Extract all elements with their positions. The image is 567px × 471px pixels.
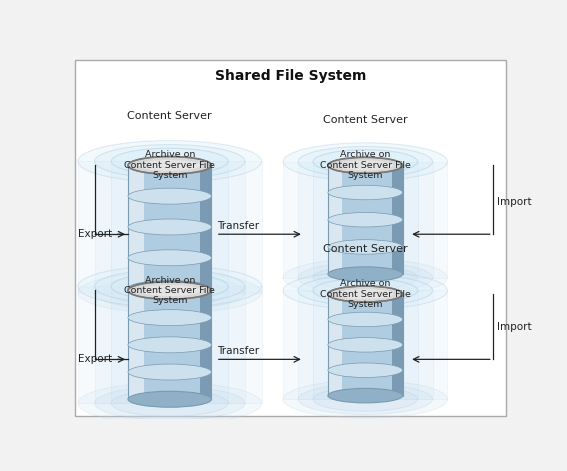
Ellipse shape (328, 185, 403, 200)
Ellipse shape (128, 391, 211, 407)
Ellipse shape (78, 140, 261, 182)
Polygon shape (128, 291, 211, 399)
Ellipse shape (95, 276, 245, 309)
Ellipse shape (128, 188, 211, 204)
Polygon shape (298, 291, 433, 399)
Polygon shape (298, 162, 433, 278)
Text: Content Server: Content Server (323, 244, 408, 254)
Text: Import: Import (497, 322, 532, 332)
Polygon shape (328, 294, 403, 396)
Ellipse shape (128, 281, 211, 297)
Polygon shape (78, 162, 261, 292)
Ellipse shape (128, 364, 211, 380)
Ellipse shape (328, 240, 403, 254)
Ellipse shape (128, 250, 211, 266)
Ellipse shape (128, 156, 211, 174)
Text: Content Server: Content Server (323, 115, 408, 125)
Polygon shape (328, 165, 403, 274)
Ellipse shape (298, 262, 433, 293)
Ellipse shape (111, 279, 228, 306)
Polygon shape (111, 286, 228, 403)
Ellipse shape (328, 212, 403, 227)
Text: Transfer: Transfer (217, 220, 259, 231)
Polygon shape (392, 165, 403, 274)
Text: Archive on
Content Server File
System: Archive on Content Server File System (124, 150, 215, 180)
Polygon shape (328, 294, 342, 396)
Ellipse shape (138, 285, 201, 296)
Polygon shape (313, 291, 417, 399)
Polygon shape (111, 162, 228, 292)
Text: Shared File System: Shared File System (215, 69, 366, 83)
Ellipse shape (128, 219, 211, 235)
Polygon shape (95, 162, 245, 292)
Ellipse shape (283, 143, 447, 180)
Ellipse shape (298, 146, 433, 177)
Ellipse shape (128, 337, 211, 353)
Ellipse shape (78, 272, 261, 313)
Text: Import: Import (497, 196, 532, 207)
Text: Archive on
Content Server File
System: Archive on Content Server File System (320, 279, 411, 309)
Text: Export: Export (78, 229, 112, 239)
Ellipse shape (313, 387, 417, 411)
Ellipse shape (328, 267, 403, 281)
Ellipse shape (78, 266, 261, 307)
Ellipse shape (328, 312, 403, 327)
Ellipse shape (128, 282, 211, 299)
Polygon shape (200, 291, 211, 399)
Ellipse shape (128, 309, 211, 325)
Ellipse shape (337, 160, 393, 171)
Polygon shape (128, 165, 144, 289)
Polygon shape (328, 165, 342, 274)
Ellipse shape (298, 275, 433, 306)
Ellipse shape (138, 160, 201, 171)
Text: Archive on
Content Server File
System: Archive on Content Server File System (320, 150, 411, 180)
Polygon shape (128, 291, 144, 399)
Ellipse shape (328, 286, 403, 302)
Ellipse shape (313, 278, 417, 302)
Polygon shape (78, 286, 261, 403)
Polygon shape (200, 165, 211, 289)
Ellipse shape (313, 150, 417, 174)
Text: Archive on
Content Server File
System: Archive on Content Server File System (124, 276, 215, 305)
Polygon shape (128, 165, 211, 289)
Ellipse shape (78, 382, 261, 424)
Ellipse shape (328, 157, 403, 173)
Ellipse shape (328, 338, 403, 352)
Ellipse shape (313, 266, 417, 290)
Ellipse shape (95, 270, 245, 303)
Text: Transfer: Transfer (217, 346, 259, 356)
Polygon shape (95, 286, 245, 403)
FancyBboxPatch shape (75, 60, 506, 415)
Ellipse shape (298, 384, 433, 414)
Ellipse shape (328, 389, 403, 403)
Ellipse shape (95, 145, 245, 178)
Ellipse shape (111, 273, 228, 300)
Ellipse shape (111, 148, 228, 174)
Ellipse shape (283, 272, 447, 309)
Ellipse shape (111, 390, 228, 416)
Polygon shape (313, 162, 417, 278)
Ellipse shape (337, 289, 393, 299)
Ellipse shape (283, 381, 447, 418)
Text: Export: Export (78, 354, 112, 365)
Polygon shape (283, 291, 447, 399)
Ellipse shape (283, 259, 447, 297)
Polygon shape (392, 294, 403, 396)
Ellipse shape (328, 363, 403, 377)
Polygon shape (283, 162, 447, 278)
Ellipse shape (95, 387, 245, 420)
Text: Content Server: Content Server (128, 112, 212, 122)
